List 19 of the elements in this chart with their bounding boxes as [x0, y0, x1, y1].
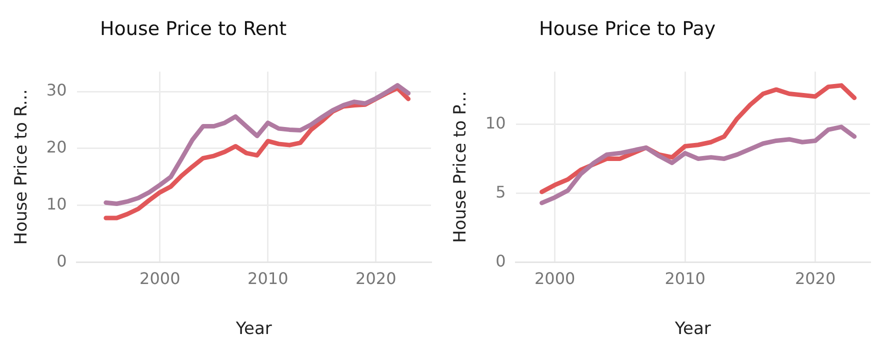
- x-tick-label: 2010: [248, 269, 288, 288]
- y-tick-label: 30: [46, 80, 67, 100]
- chart-title: House Price to Rent: [99, 17, 288, 42]
- y-tick-label: 10: [485, 113, 506, 132]
- y-axis-title: House Price to R...: [12, 89, 32, 245]
- x-tick-label: 2020: [356, 269, 396, 288]
- chart-title: House Price to Pay: [538, 17, 717, 42]
- y-axis-title: House Price to P...: [450, 91, 471, 243]
- y-tick-label: 10: [46, 194, 67, 214]
- x-axis-title: Year: [674, 319, 711, 340]
- x-axis-title: Year: [234, 319, 272, 340]
- y-tick-label: 20: [46, 138, 67, 157]
- x-tick-label: 2010: [664, 269, 706, 288]
- x-tick-label: 2000: [140, 269, 180, 288]
- y-tick-label: 0: [496, 252, 506, 271]
- x-tick-label: 2000: [534, 269, 576, 288]
- y-tick-label: 0: [56, 252, 67, 271]
- y-tick-label: 5: [496, 182, 506, 202]
- x-tick-label: 2020: [794, 269, 836, 288]
